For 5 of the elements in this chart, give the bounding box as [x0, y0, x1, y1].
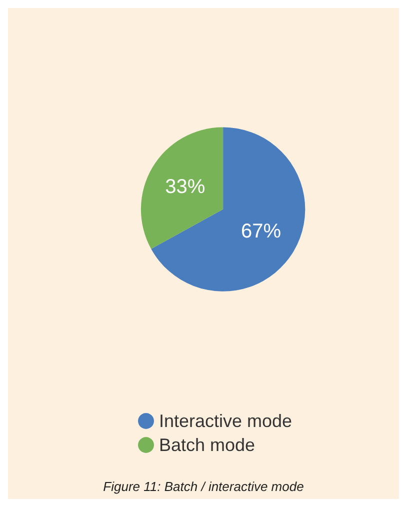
legend-label: Interactive mode [159, 411, 292, 431]
legend-label: Batch mode [159, 435, 256, 455]
data-label: 33% [165, 176, 206, 198]
data-label: 67% [240, 220, 282, 243]
caption: Figure 11: Batch / interactive mode [103, 479, 304, 494]
